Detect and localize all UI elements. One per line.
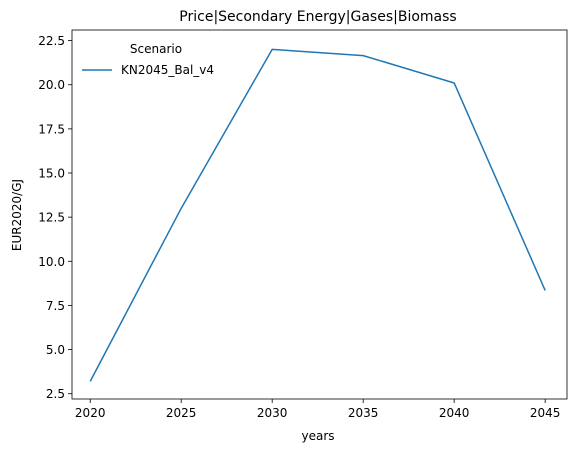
- y-tick-label: 12.5: [38, 211, 65, 225]
- y-tick-label: 20.0: [38, 78, 65, 92]
- y-tick-label: 22.5: [38, 34, 65, 48]
- y-tick-label: 10.0: [38, 255, 65, 269]
- x-tick-label: 2045: [530, 406, 561, 420]
- x-axis: 2020 2025 2030 2035 2040 2045: [75, 399, 561, 420]
- x-tick-label: 2025: [166, 406, 197, 420]
- y-tick-label: 5.0: [46, 343, 65, 357]
- chart-title: Price|Secondary Energy|Gases|Biomass: [179, 9, 456, 25]
- y-tick-label: 15.0: [38, 167, 65, 181]
- legend-title: Scenario: [130, 42, 182, 56]
- y-axis-label: EUR2020/GJ: [10, 179, 24, 251]
- plot-frame: [71, 29, 568, 400]
- x-tick-label: 2020: [75, 406, 106, 420]
- legend-entry-label: KN2045_Bal_v4: [121, 63, 214, 77]
- x-tick-label: 2035: [348, 406, 379, 420]
- y-tick-label: 7.5: [46, 299, 65, 313]
- series-line: [89, 48, 546, 382]
- x-axis-label: years: [301, 429, 334, 443]
- plot-area: [89, 48, 546, 382]
- x-tick-label: 2030: [257, 406, 288, 420]
- legend: Scenario KN2045_Bal_v4: [82, 42, 214, 77]
- y-tick-label: 2.5: [46, 387, 65, 401]
- x-tick-label: 2040: [439, 406, 470, 420]
- y-tick-label: 17.5: [38, 122, 65, 136]
- y-axis: 2.5 5.0 7.5 10.0 12.5 15.0 17.5 20.0 22.5: [38, 34, 72, 401]
